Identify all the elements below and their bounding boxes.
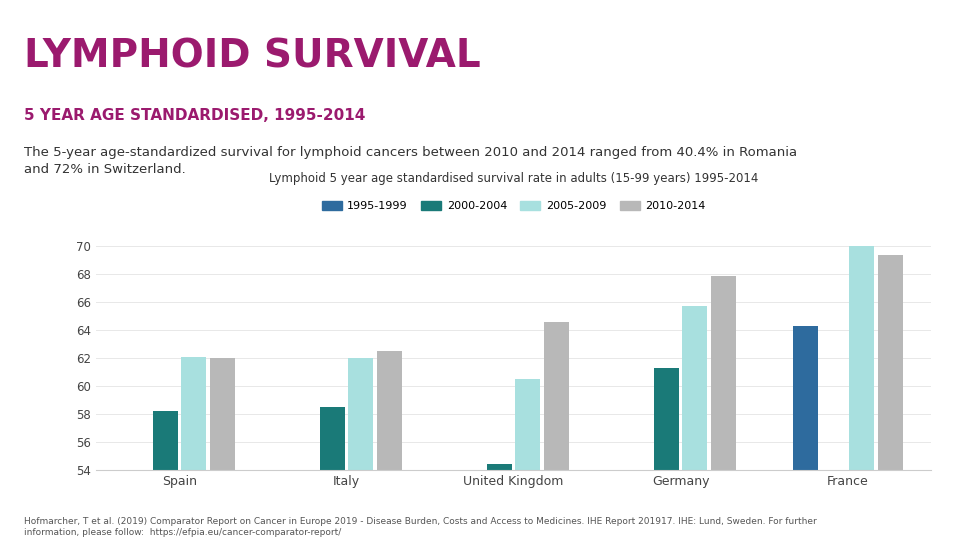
Text: LYMPHOID SURVIVAL: LYMPHOID SURVIVAL <box>24 38 481 76</box>
Legend: 1995-1999, 2000-2004, 2005-2009, 2010-2014: 1995-1999, 2000-2004, 2005-2009, 2010-20… <box>317 196 710 215</box>
Text: 5 YEAR AGE STANDARDISED, 1995-2014: 5 YEAR AGE STANDARDISED, 1995-2014 <box>24 108 366 123</box>
Bar <box>376 351 401 470</box>
Bar <box>793 326 818 470</box>
Bar <box>209 358 234 470</box>
Title: Lymphoid 5 year age standardised survival rate in adults (15-99 years) 1995-2014: Lymphoid 5 year age standardised surviva… <box>269 172 758 185</box>
Bar <box>516 379 540 470</box>
Bar <box>348 358 373 470</box>
Bar <box>487 464 512 470</box>
Bar <box>683 306 708 470</box>
Bar <box>181 356 206 470</box>
Bar <box>153 411 178 470</box>
Bar <box>710 275 735 470</box>
Bar <box>850 246 875 470</box>
Bar <box>877 254 902 470</box>
Text: Hofmarcher, T et al. (2019) Comparator Report on Cancer in Europe 2019 - Disease: Hofmarcher, T et al. (2019) Comparator R… <box>24 517 817 537</box>
Text: The 5-year age-standardized survival for lymphoid cancers between 2010 and 2014 : The 5-year age-standardized survival for… <box>24 146 797 176</box>
Bar <box>320 407 345 470</box>
Bar <box>654 368 679 470</box>
Bar <box>543 322 568 470</box>
